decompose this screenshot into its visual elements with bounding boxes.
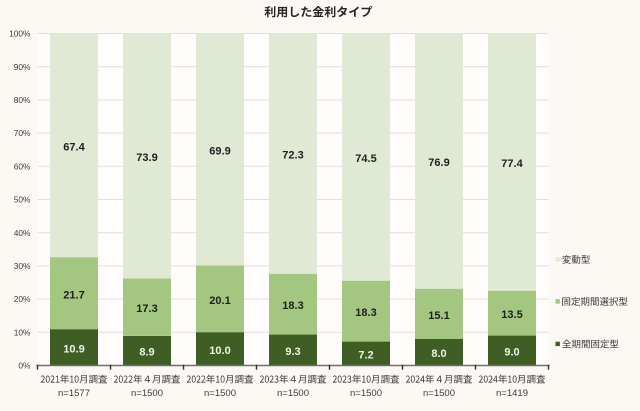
svg-text:n=1577: n=1577 (58, 388, 90, 399)
svg-text:10.0: 10.0 (209, 345, 230, 357)
svg-text:8.0: 8.0 (431, 348, 446, 360)
svg-text:10.9: 10.9 (63, 343, 84, 355)
svg-text:100%: 100% (9, 29, 31, 39)
svg-text:n=1500: n=1500 (350, 388, 382, 399)
svg-text:73.9: 73.9 (136, 152, 157, 164)
svg-text:50%: 50% (14, 195, 31, 205)
svg-text:9.3: 9.3 (285, 346, 300, 358)
svg-text:7.2: 7.2 (358, 350, 373, 362)
svg-text:9.0: 9.0 (504, 347, 519, 359)
svg-text:20.1: 20.1 (209, 295, 230, 307)
svg-text:18.3: 18.3 (282, 300, 303, 312)
svg-text:67.4: 67.4 (63, 141, 85, 153)
svg-text:40%: 40% (14, 228, 31, 238)
svg-text:18.3: 18.3 (355, 307, 376, 319)
svg-text:76.9: 76.9 (428, 157, 449, 169)
svg-text:15.1: 15.1 (428, 310, 449, 322)
svg-text:20%: 20% (14, 294, 31, 304)
svg-text:60%: 60% (14, 161, 31, 171)
svg-text:13.5: 13.5 (501, 309, 522, 321)
svg-text:74.5: 74.5 (355, 153, 376, 165)
svg-text:21.7: 21.7 (63, 289, 84, 301)
svg-text:70%: 70% (14, 128, 31, 138)
svg-text:n=1500: n=1500 (423, 388, 455, 399)
svg-text:72.3: 72.3 (282, 150, 303, 162)
svg-text:77.4: 77.4 (501, 158, 523, 170)
svg-text:0%: 0% (18, 361, 31, 371)
svg-text:30%: 30% (14, 261, 31, 271)
svg-text:17.3: 17.3 (136, 303, 157, 315)
svg-text:90%: 90% (14, 62, 31, 72)
svg-text:n=1500: n=1500 (277, 388, 309, 399)
svg-text:8.9: 8.9 (139, 347, 154, 359)
svg-text:10%: 10% (14, 327, 31, 337)
svg-text:n=1500: n=1500 (131, 388, 163, 399)
svg-text:n=1419: n=1419 (496, 388, 528, 399)
svg-text:69.9: 69.9 (209, 146, 230, 158)
svg-text:80%: 80% (14, 95, 31, 105)
svg-text:n=1500: n=1500 (204, 388, 236, 399)
